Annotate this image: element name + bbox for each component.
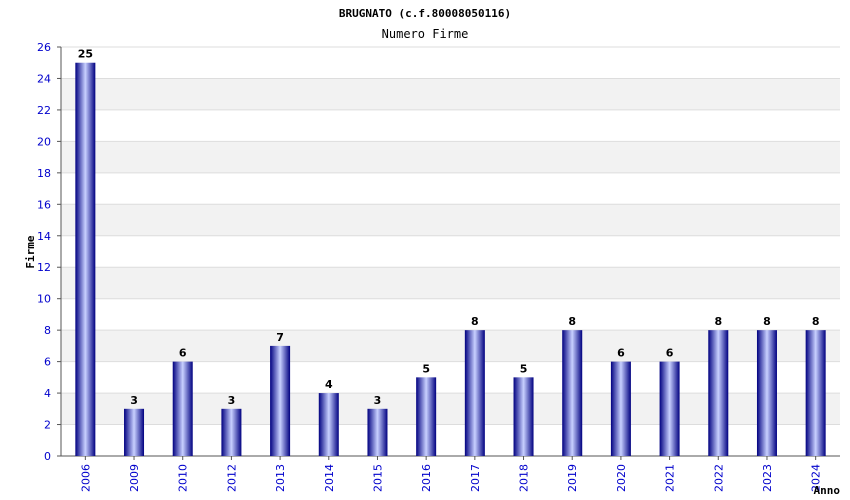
bar-2012 — [221, 408, 242, 456]
y-tick-label: 6 — [44, 356, 51, 369]
bar-2010 — [172, 361, 193, 456]
data-label-2012: 3 — [228, 394, 236, 407]
bar-2006 — [75, 62, 96, 456]
x-tick-label-2020: 2020 — [615, 464, 628, 492]
chart-subtitle: Numero Firme — [382, 27, 469, 41]
data-label-2023: 8 — [763, 315, 771, 328]
bar-2021 — [659, 361, 680, 456]
data-label-2022: 8 — [714, 315, 722, 328]
bar-2009 — [124, 408, 145, 456]
x-tick-label-2006: 2006 — [79, 464, 92, 492]
y-tick-label: 20 — [37, 135, 51, 148]
y-tick-label: 2 — [44, 419, 51, 432]
bar-2020 — [610, 361, 631, 456]
x-tick-label-2012: 2012 — [225, 464, 238, 492]
bar-2024 — [805, 330, 826, 456]
y-tick-label: 4 — [44, 387, 51, 400]
data-label-2021: 6 — [666, 347, 674, 360]
x-tick-label-2019: 2019 — [566, 464, 579, 492]
y-tick-label: 0 — [44, 450, 51, 463]
y-tick-label: 16 — [37, 198, 51, 211]
bar-2022 — [708, 330, 729, 456]
bar-2023 — [756, 330, 777, 456]
bar-2016 — [416, 377, 437, 456]
bar-2013 — [270, 345, 291, 456]
bar-2014 — [318, 393, 339, 456]
data-label-2016: 5 — [422, 362, 430, 375]
data-label-2009: 3 — [130, 394, 138, 407]
x-tick-label-2016: 2016 — [420, 464, 433, 492]
data-label-2006: 25 — [78, 48, 93, 61]
chart-title: BRUGNATO (c.f.80008050116) — [339, 7, 511, 20]
x-tick-label-2021: 2021 — [664, 464, 677, 492]
data-label-2010: 6 — [179, 347, 187, 360]
y-tick-label: 12 — [37, 261, 51, 274]
grid-band — [61, 204, 840, 236]
data-label-2018: 5 — [520, 362, 528, 375]
bar-2018 — [513, 377, 534, 456]
y-axis-label: Firme — [24, 235, 37, 268]
x-tick-label-2022: 2022 — [712, 464, 725, 492]
y-tick-label: 14 — [37, 230, 51, 243]
bar-2019 — [562, 330, 583, 456]
x-tick-label-2017: 2017 — [469, 464, 482, 492]
plot-area: 0246810121416182022242625200632009620103… — [37, 41, 840, 492]
x-tick-label-2013: 2013 — [274, 464, 287, 492]
data-label-2017: 8 — [471, 315, 479, 328]
x-tick-label-2024: 2024 — [810, 464, 823, 492]
data-label-2024: 8 — [812, 315, 820, 328]
grid-band — [61, 78, 840, 110]
x-axis-label: Anno — [814, 484, 841, 497]
data-label-2019: 8 — [568, 315, 576, 328]
y-tick-label: 24 — [37, 72, 51, 85]
grid-band — [61, 267, 840, 299]
y-tick-label: 18 — [37, 167, 51, 180]
x-tick-label-2023: 2023 — [761, 464, 774, 492]
bar-2015 — [367, 408, 388, 456]
x-tick-label-2015: 2015 — [371, 464, 384, 492]
y-tick-label: 8 — [44, 324, 51, 337]
x-tick-label-2009: 2009 — [128, 464, 141, 492]
x-tick-label-2014: 2014 — [323, 464, 336, 492]
data-label-2014: 4 — [325, 378, 333, 391]
y-tick-label: 22 — [37, 104, 51, 117]
data-label-2013: 7 — [276, 331, 284, 344]
y-tick-label: 26 — [37, 41, 51, 54]
grid-band — [61, 141, 840, 173]
y-tick-label: 10 — [37, 293, 51, 306]
data-label-2015: 3 — [374, 394, 382, 407]
data-label-2020: 6 — [617, 347, 625, 360]
bar-2017 — [464, 330, 485, 456]
x-tick-label-2010: 2010 — [177, 464, 190, 492]
x-tick-label-2018: 2018 — [518, 464, 531, 492]
